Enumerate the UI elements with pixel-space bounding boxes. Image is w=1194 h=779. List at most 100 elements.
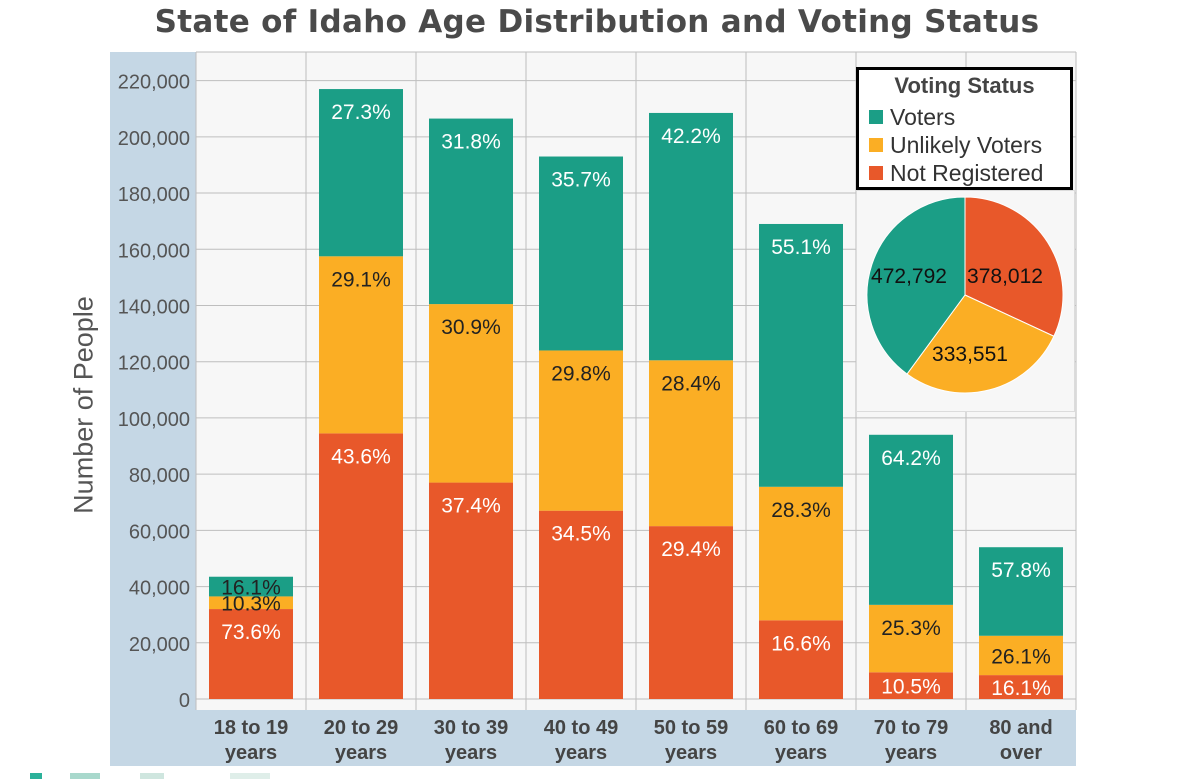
- x-tick-label: 70 to 79: [874, 717, 948, 739]
- y-tick-label: 160,000: [118, 240, 190, 262]
- pie-data-label: 472,792: [871, 265, 947, 288]
- x-tick-label: 60 to 69: [764, 717, 838, 739]
- bar-segment-not-registered: [649, 526, 733, 699]
- x-tick-label: years: [225, 742, 277, 764]
- x-tick-label: years: [445, 742, 497, 764]
- bar-data-label: 16.6%: [771, 632, 831, 655]
- y-tick-label: 0: [179, 690, 190, 712]
- pie-data-label: 378,012: [967, 265, 1043, 288]
- bar-data-label: 43.6%: [331, 445, 391, 468]
- y-axis-title-text: Number of People: [68, 296, 99, 514]
- bar-segment-not-registered: [209, 609, 293, 699]
- y-tick-label: 140,000: [118, 296, 190, 318]
- bar-data-label: 31.8%: [441, 131, 501, 154]
- bar-segment-voters: [979, 547, 1063, 636]
- bar-data-label: 64.2%: [881, 447, 941, 470]
- y-tick-label: 60,000: [129, 521, 190, 543]
- bar-segment-voters: [209, 576, 293, 597]
- x-tick-label: 80 and: [989, 717, 1052, 739]
- legend-label-not-registered: Not Registered: [890, 159, 1044, 186]
- bar-segment-not-registered: [539, 510, 623, 699]
- pie-slice-unlikely-voters: [906, 294, 1055, 394]
- bar-data-label: 28.3%: [771, 499, 831, 522]
- x-tick-label: years: [665, 742, 717, 764]
- y-tick-label: 100,000: [118, 409, 190, 431]
- bar-data-label: 42.2%: [661, 125, 721, 148]
- bar-data-label: 35.7%: [551, 169, 611, 192]
- bar-data-label: 29.4%: [661, 538, 721, 561]
- bar-data-label: 55.1%: [771, 236, 831, 259]
- x-tick-label: 18 to 19: [214, 717, 288, 739]
- bar-data-label: 73.6%: [221, 621, 281, 644]
- bar-segment-not-registered: [319, 433, 403, 699]
- bar-data-label: 16.1%: [991, 677, 1051, 700]
- bar-segment-unlikely-voters: [759, 486, 843, 621]
- x-tick-label: 40 to 49: [544, 717, 618, 739]
- bar-segment-not-registered: [429, 482, 513, 699]
- bar-segment-voters: [759, 223, 843, 487]
- legend-item-voters: Voters: [869, 104, 955, 130]
- x-tick-label: years: [555, 742, 607, 764]
- bar-segment-unlikely-voters: [649, 360, 733, 527]
- y-tick-label: 200,000: [118, 128, 190, 150]
- legend-title: Voting Status: [894, 73, 1035, 98]
- bar-segment-not-registered: [979, 675, 1063, 699]
- x-tick-label: 30 to 39: [434, 717, 508, 739]
- x-tick-label: years: [335, 742, 387, 764]
- pie-slice-not-registered: [964, 196, 1064, 337]
- legend-item-not-registered: Not Registered: [869, 160, 1043, 186]
- y-tick-label: 220,000: [118, 72, 190, 94]
- bar-segment-unlikely-voters: [319, 256, 403, 434]
- x-tick-label: years: [885, 742, 937, 764]
- x-tick-label: years: [775, 742, 827, 764]
- bar-segment-not-registered: [869, 672, 953, 699]
- x-tick-label: 20 to 29: [324, 717, 398, 739]
- pie-chart: 378,012 333,551 472,792: [866, 196, 1064, 394]
- y-tick-label: 40,000: [129, 578, 190, 600]
- x-tick-label: 50 to 59: [654, 717, 728, 739]
- bar-segment-voters: [869, 434, 953, 605]
- bar-segment-voters: [649, 112, 733, 361]
- pie-chart-panel: 378,012 333,551 472,792: [856, 190, 1075, 412]
- bar-segment-unlikely-voters: [979, 635, 1063, 676]
- bar-data-label: 34.5%: [551, 523, 611, 546]
- bar-data-label: 26.1%: [991, 645, 1051, 668]
- legend-label-voters: Voters: [890, 103, 956, 130]
- legend-swatch-unlikely-voters: [869, 138, 883, 152]
- x-tick-label: over: [1000, 742, 1042, 764]
- x-axis-band: [110, 710, 1076, 766]
- bar-data-label: 29.8%: [551, 362, 611, 385]
- bar-data-label: 16.1%: [221, 577, 281, 600]
- bar-data-label: 57.8%: [991, 559, 1051, 582]
- bar-data-label: 28.4%: [661, 372, 721, 395]
- legend-swatch-voters: [869, 110, 883, 124]
- bar-segment-unlikely-voters: [209, 596, 293, 610]
- bar-data-label: 37.4%: [441, 495, 501, 518]
- y-tick-label: 180,000: [118, 184, 190, 206]
- pie-data-label: 333,551: [932, 343, 1008, 366]
- bar-segment-unlikely-voters: [539, 350, 623, 511]
- bar-segment-voters: [429, 118, 513, 305]
- bar-segment-unlikely-voters: [869, 604, 953, 673]
- bar-data-label: 25.3%: [881, 617, 941, 640]
- bar-data-label: 10.5%: [881, 676, 941, 699]
- legend: Voting Status Voters Unlikely Voters Not…: [856, 67, 1073, 190]
- chart-title: State of Idaho Age Distribution and Voti…: [154, 4, 1040, 40]
- y-tick-label: 20,000: [129, 634, 190, 656]
- bar-segment-voters: [539, 156, 623, 351]
- legend-item-unlikely-voters: Unlikely Voters: [869, 132, 1042, 158]
- y-tick-label: 120,000: [118, 353, 190, 375]
- pie-slice-voters: [866, 196, 966, 375]
- bar-segment-not-registered: [759, 620, 843, 699]
- bar-data-label: 27.3%: [331, 101, 391, 124]
- bar-segment-unlikely-voters: [429, 304, 513, 483]
- y-tick-label: 80,000: [129, 465, 190, 487]
- bar-data-label: 29.1%: [331, 268, 391, 291]
- y-axis-band: [110, 52, 196, 766]
- bar-data-label: 10.3%: [221, 593, 281, 616]
- legend-label-unlikely-voters: Unlikely Voters: [890, 131, 1043, 158]
- bar-segment-voters: [319, 89, 403, 257]
- legend-swatch-not-registered: [869, 166, 883, 180]
- bar-data-label: 30.9%: [441, 316, 501, 339]
- decorative-strip: [30, 773, 270, 779]
